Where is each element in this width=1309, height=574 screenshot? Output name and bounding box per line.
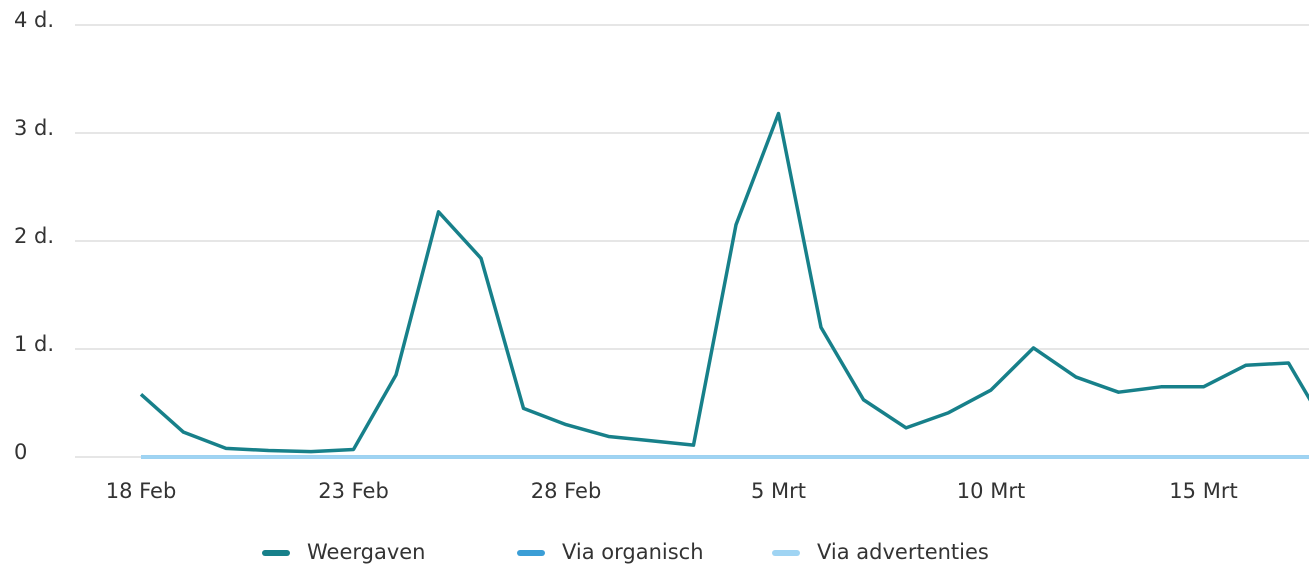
y-tick-label: 4 d. bbox=[14, 8, 54, 32]
y-tick-label: 1 d. bbox=[14, 332, 54, 356]
x-tick-label: 23 Feb bbox=[318, 479, 389, 503]
x-tick-label: 18 Feb bbox=[106, 479, 177, 503]
x-tick-label: 15 Mrt bbox=[1169, 479, 1237, 503]
x-tick-label: 28 Feb bbox=[531, 479, 602, 503]
x-tick-label: 5 Mrt bbox=[751, 479, 806, 503]
line-series bbox=[139, 111, 1309, 454]
x-tick-label: 10 Mrt bbox=[957, 479, 1025, 503]
legend-label: Via organisch bbox=[562, 540, 704, 564]
y-tick-label: 2 d. bbox=[14, 224, 54, 248]
legend-label: Via advertenties bbox=[817, 540, 989, 564]
y-tick-label: 3 d. bbox=[14, 116, 54, 140]
legend-label: Weergaven bbox=[307, 540, 426, 564]
y-tick-label: 0 bbox=[14, 440, 27, 464]
